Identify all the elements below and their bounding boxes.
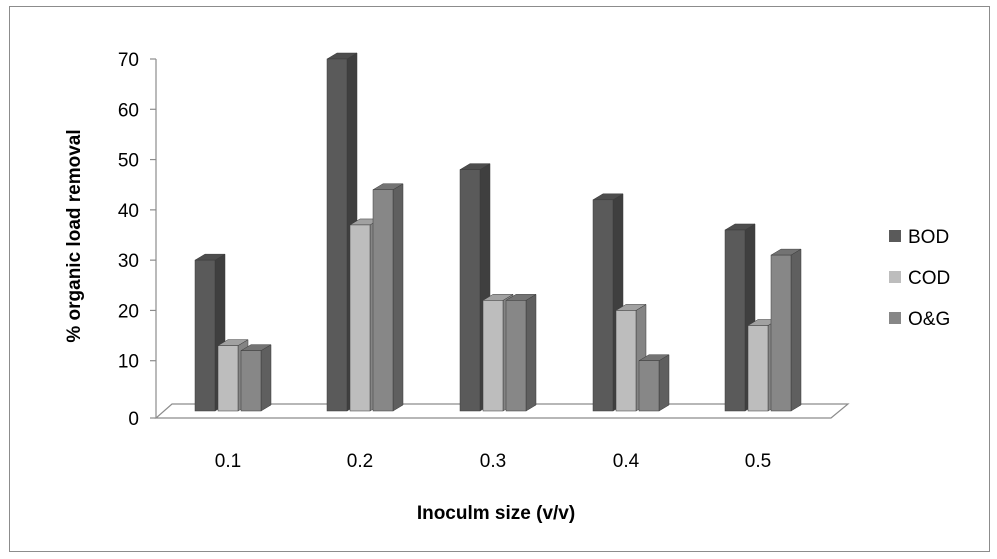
x-axis-ticks: 0.1 0.2 0.3 0.4 0.5 (215, 451, 771, 472)
bar-og-0.2 (372, 183, 404, 412)
y-tick-label: 30 (118, 251, 139, 272)
x-tick-label: 0.1 (215, 451, 241, 472)
bar-og-0.4 (638, 354, 670, 412)
legend-label: BOD (908, 227, 949, 248)
legend-label: O&G (908, 309, 950, 330)
x-tick-label: 0.5 (745, 451, 771, 472)
y-tick-label: 10 (118, 352, 139, 373)
x-tick-label: 0.4 (613, 451, 640, 472)
y-axis: 0 10 20 30 40 50 60 70 (118, 50, 157, 430)
legend-item-bod: BOD (889, 227, 949, 248)
y-axis-title: % organic load removal (64, 129, 85, 342)
legend-swatch (889, 271, 901, 283)
y-tick-label: 60 (118, 100, 139, 121)
x-tick-label: 0.3 (480, 451, 506, 472)
legend-swatch (889, 230, 901, 242)
bar-og-0.1 (240, 344, 272, 412)
y-tick-label: 0 (128, 409, 139, 430)
chart-frame (9, 6, 990, 552)
legend-swatch (889, 312, 901, 324)
bar-bod-0.4 (592, 193, 624, 412)
legend: BOD COD O&G (889, 227, 950, 330)
y-tick-label: 20 (118, 301, 139, 322)
y-tick-label: 70 (118, 50, 139, 71)
legend-label: COD (908, 268, 950, 289)
x-axis-title: Inoculm size (v/v) (417, 503, 575, 524)
legend-item-og: O&G (889, 309, 950, 330)
bar-og-0.3 (505, 293, 537, 412)
legend-item-cod: COD (889, 268, 950, 289)
x-tick-label: 0.2 (347, 451, 373, 472)
bars (194, 52, 802, 412)
y-tick-label: 50 (118, 151, 139, 172)
y-tick-label: 40 (118, 201, 139, 222)
bar-og-0.5 (770, 248, 802, 412)
